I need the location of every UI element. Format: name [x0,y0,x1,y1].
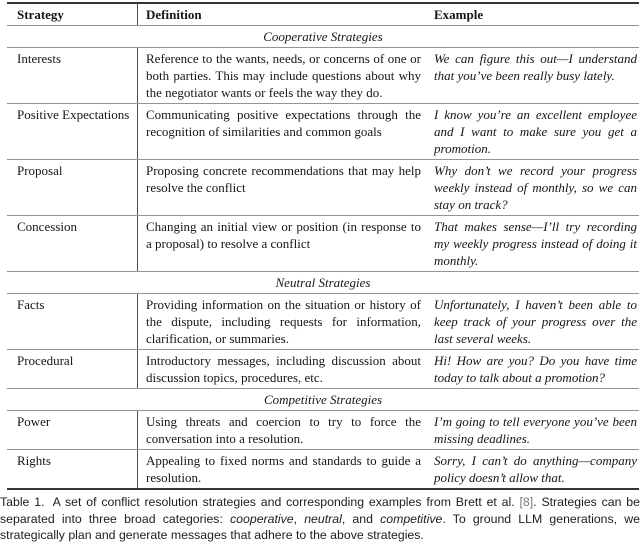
table-row-rights: Rights Appealing to fixed norms and stan… [7,450,639,488]
strategy-cell: Proposal [17,163,63,178]
section-header-neutral: Neutral Strategies [7,272,639,294]
table-caption: Table 1. A set of conflict resolution st… [0,494,640,544]
table-row-positive-expectations: Positive Expectations Communicating posi… [7,104,639,160]
strategy-cell: Procedural [17,353,74,368]
example-cell: Why don’t we record your progress weekly… [434,163,637,212]
example-cell: Hi! How are you? Do you have time today … [434,353,637,385]
definition-cell: Appealing to fixed norms and standards t… [137,450,428,488]
definition-cell: Proposing concrete recommendations that … [137,160,428,215]
header-definition: Definition [137,4,428,25]
strategy-cell: Rights [17,453,51,468]
table-header-row: Strategy Definition Example [7,4,639,26]
section-header-competitive: Competitive Strategies [7,389,639,411]
definition-cell: Providing information on the situation o… [137,294,428,349]
example-cell: We can figure this out—I understand that… [434,51,637,83]
citation-8: [8] [519,495,534,509]
strategy-cell: Interests [17,51,62,66]
example-cell: I know you’re an excellent employee and … [434,107,637,156]
header-strategy: Strategy [17,7,64,22]
definition-cell: Communicating positive expectations thro… [137,104,428,159]
table-row-facts: Facts Providing information on the situa… [7,294,639,350]
definition-cell: Introductory messages, including discuss… [137,350,428,388]
strategy-cell: Positive Expectations [17,107,130,122]
strategy-cell: Facts [17,297,45,312]
definition-cell: Changing an initial view or position (in… [137,216,428,271]
header-example: Example [434,7,484,22]
definition-cell: Reference to the wants, needs, or concer… [137,48,428,103]
table-row-proposal: Proposal Proposing concrete recommendati… [7,160,639,216]
example-cell: Unfortunately, I haven’t been able to ke… [434,297,637,346]
table-row-interests: Interests Reference to the wants, needs,… [7,48,639,104]
strategy-cell: Power [17,414,51,429]
section-header-cooperative: Cooperative Strategies [7,26,639,48]
strategy-cell: Concession [17,219,77,234]
table-row-concession: Concession Changing an initial view or p… [7,216,639,272]
caption-label: Table 1. [0,495,45,509]
caption-sep-2: , and [341,511,381,526]
caption-italic-cooperative: cooperative [230,511,294,526]
caption-text-1: A set of conflict resolution strategies … [48,495,520,509]
example-cell: Sorry, I can’t do anything—company polic… [434,453,637,485]
table-row-power: Power Using threats and coercion to try … [7,411,639,450]
caption-italic-neutral: neutral [304,511,342,526]
table-row-procedural: Procedural Introductory messages, includ… [7,350,639,389]
caption-sep-1: , [293,511,305,526]
example-cell: I’m going to tell everyone you’ve been m… [434,414,637,446]
example-cell: That makes sense—I’ll try recording my w… [434,219,637,268]
definition-cell: Using threats and coercion to try to for… [137,411,428,449]
caption-text-2: . Strategies can be separated into three… [0,495,640,526]
strategies-table: Strategy Definition Example Cooperative … [7,2,639,490]
caption-italic-competitive: competitive [380,511,443,526]
